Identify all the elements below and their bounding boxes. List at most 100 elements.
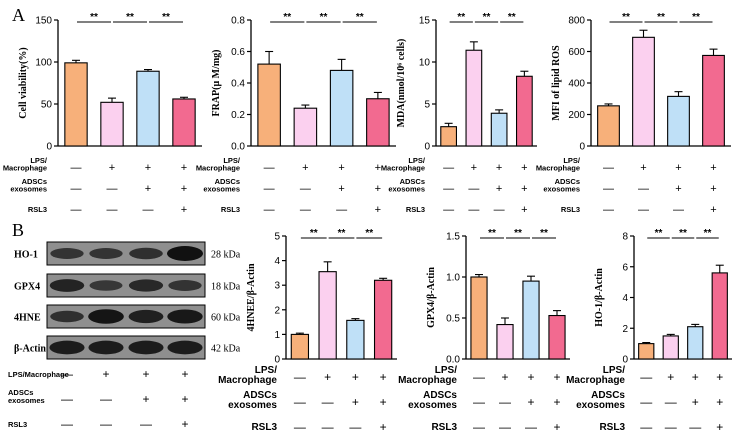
condition-mark: + xyxy=(675,162,681,174)
panel-label-b: B xyxy=(12,220,24,240)
y-tick-label: 5 xyxy=(424,100,430,111)
condition-mark: — xyxy=(71,183,82,195)
y-axis-label: GPX4/β-Actin xyxy=(426,267,437,328)
condition-mark: + xyxy=(380,420,387,434)
condition-mark: — xyxy=(107,183,118,195)
condition-mark: + xyxy=(181,392,188,406)
bar xyxy=(515,75,533,147)
y-axis-label: 4HNEE/β-Actin xyxy=(246,263,257,331)
condition-mark: + xyxy=(640,162,646,174)
y-tick-label: 0.6 xyxy=(231,47,245,58)
condition-label: LPS/Macrophage xyxy=(381,156,426,173)
condition-mark: — xyxy=(100,417,112,431)
condition-mark: — xyxy=(499,420,511,434)
blot-band xyxy=(50,310,84,323)
condition-mark: — xyxy=(322,395,334,409)
chart-mda: 0 5 10 15 MDA(nmol/10⁶ cells) ** ** ** xyxy=(396,12,537,153)
y-axis-label: HO-1/β-Actin xyxy=(594,268,605,327)
condition-mark: + xyxy=(716,370,723,384)
blot-band xyxy=(128,309,164,324)
bar xyxy=(711,272,728,360)
condition-label: ADSCs exosomes xyxy=(228,390,277,411)
bar xyxy=(100,101,124,147)
condition-mark: — xyxy=(638,183,649,195)
condition-mark: — xyxy=(336,204,347,216)
condition-mark: + xyxy=(109,162,115,174)
y-tick-label: 2 xyxy=(622,324,628,335)
chart-4hne-ratio: 0 1 2 3 4 5 4HNEE/β-Actin ** ** ** xyxy=(246,228,397,366)
bar xyxy=(687,326,704,360)
blot-band xyxy=(88,340,124,355)
condition-mark: + xyxy=(338,162,344,174)
blot-band xyxy=(167,340,203,355)
y-tick-label: 200 xyxy=(568,110,585,121)
condition-mark: + xyxy=(145,162,151,174)
bar xyxy=(522,280,540,360)
blot-protein-label: β-Actin xyxy=(14,344,46,355)
condition-mark: — xyxy=(264,204,275,216)
condition-mark: — xyxy=(294,395,306,409)
bar xyxy=(662,335,679,360)
chart-ho1-ratio: 0 2 4 6 8 HO-1/β-Actin ** ** ** xyxy=(594,228,732,366)
condition-mark: — xyxy=(473,395,485,409)
y-tick-label: 4 xyxy=(622,293,628,304)
blot-band xyxy=(168,280,202,291)
y-tick-label: 0 xyxy=(579,142,585,153)
blot-band xyxy=(167,246,203,261)
condition-mark: + xyxy=(527,395,534,409)
bar xyxy=(638,343,655,360)
bar xyxy=(490,112,508,147)
condition-mark: — xyxy=(264,183,275,195)
bar xyxy=(373,279,393,360)
chart-cell-viability: 0 50 100 150 Cell viability(%) ** ** ** xyxy=(18,12,202,153)
condition-mark: + xyxy=(142,392,149,406)
bar xyxy=(597,105,620,147)
condition-label: RSL3 xyxy=(8,420,27,429)
condition-label: ADSCs exosomes xyxy=(10,177,47,194)
condition-label: ADSCs exosomes xyxy=(543,177,580,194)
condition-mark: + xyxy=(710,204,716,216)
significance-mark: ** xyxy=(126,12,134,23)
condition-mark: + xyxy=(142,367,149,381)
significance-mark: ** xyxy=(655,228,663,239)
y-tick-label: 8 xyxy=(622,232,628,243)
bar xyxy=(293,107,318,147)
condition-mark: — xyxy=(689,420,701,434)
blot-band xyxy=(167,309,203,324)
condition-mark: + xyxy=(521,183,527,195)
blot-kda-label: 60 kDa xyxy=(211,313,241,324)
condition-mark: + xyxy=(181,417,188,431)
condition-label: LPS/Macrophage xyxy=(566,365,625,386)
condition-mark: + xyxy=(496,162,502,174)
y-tick-label: 0 xyxy=(622,355,628,366)
blot-band xyxy=(89,248,123,259)
y-tick-label: 0.0 xyxy=(446,355,460,366)
condition-mark: — xyxy=(294,370,306,384)
condition-mark: + xyxy=(375,204,381,216)
condition-mark: — xyxy=(525,420,537,434)
blot-kda-label: 18 kDa xyxy=(211,282,241,293)
condition-mark: — xyxy=(443,162,454,174)
y-tick-label: 10 xyxy=(419,58,431,69)
bar xyxy=(366,98,390,147)
condition-mark: + xyxy=(710,183,716,195)
y-tick-label: 0.5 xyxy=(446,314,460,325)
condition-mark: — xyxy=(473,420,485,434)
bar xyxy=(702,54,725,147)
blot-band xyxy=(129,247,163,260)
blot-protein-label: GPX4 xyxy=(14,282,40,293)
condition-mark: + xyxy=(675,183,681,195)
condition-mark: — xyxy=(640,395,652,409)
y-axis-label: MFI of lipid ROS xyxy=(551,45,562,121)
condition-label: LPS/Macrophage xyxy=(3,156,48,173)
blot-strip xyxy=(46,273,206,298)
significance-mark: ** xyxy=(540,228,548,239)
condition-mark: — xyxy=(603,204,614,216)
significance-mark: ** xyxy=(657,12,665,23)
condition-label: RSL3 xyxy=(221,205,240,214)
condition-label: LPS/Macrophage xyxy=(196,156,241,173)
